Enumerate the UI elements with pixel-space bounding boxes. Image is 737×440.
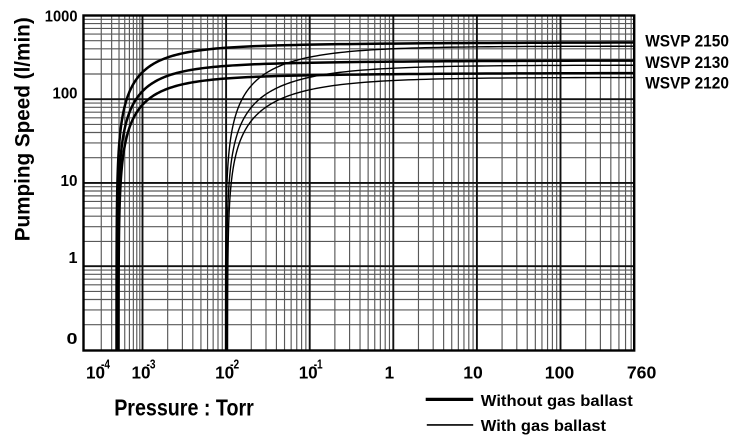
svg-text:With gas ballast: With gas ballast <box>481 418 607 435</box>
svg-text:1000: 1000 <box>45 8 78 25</box>
svg-text:1: 1 <box>69 250 78 267</box>
svg-text:1: 1 <box>385 363 395 383</box>
svg-text:10: 10 <box>61 173 78 190</box>
svg-text:100: 100 <box>545 363 575 383</box>
svg-text:WSVP 2130: WSVP 2130 <box>645 53 729 72</box>
svg-text:0: 0 <box>67 331 78 348</box>
svg-text:Pressure : Torr: Pressure : Torr <box>114 395 254 421</box>
svg-text:-3: -3 <box>147 358 156 372</box>
svg-text:Pumping Speed (l/min): Pumping Speed (l/min) <box>11 17 35 241</box>
svg-text:-4: -4 <box>101 358 110 372</box>
svg-text:10: 10 <box>299 363 318 383</box>
svg-text:-2: -2 <box>230 358 239 372</box>
svg-text:10: 10 <box>215 363 234 383</box>
svg-text:WSVP 2150: WSVP 2150 <box>645 31 729 50</box>
svg-text:10: 10 <box>132 363 151 383</box>
svg-text:10: 10 <box>463 363 483 383</box>
svg-text:Without gas ballast: Without gas ballast <box>481 393 634 410</box>
svg-text:100: 100 <box>53 86 78 103</box>
svg-text:760: 760 <box>627 363 657 383</box>
svg-text:-1: -1 <box>314 358 323 372</box>
svg-text:WSVP 2120: WSVP 2120 <box>645 73 729 92</box>
svg-text:10: 10 <box>86 363 105 383</box>
